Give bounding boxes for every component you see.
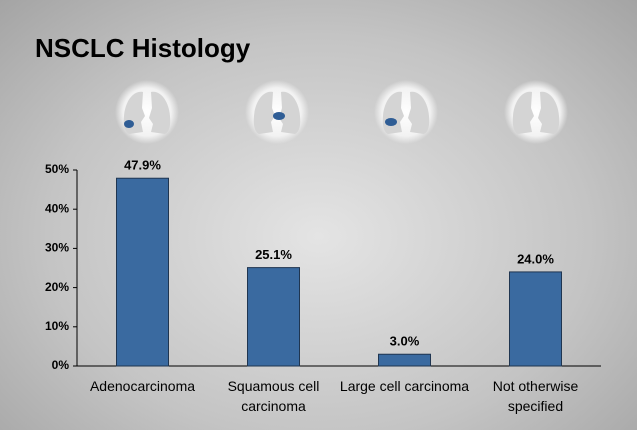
chart-title: NSCLC Histology xyxy=(35,33,251,63)
tumor-marker xyxy=(273,112,285,120)
lung-icon xyxy=(504,80,568,144)
y-tick-label: 0% xyxy=(52,358,70,372)
bar xyxy=(378,353,431,367)
value-label: 24.0% xyxy=(517,251,554,266)
value-label: 25.1% xyxy=(255,247,292,262)
lung-icon xyxy=(115,80,179,144)
y-tick-label: 20% xyxy=(45,280,69,294)
x-tick-label: Not otherwise specified xyxy=(492,378,579,414)
lung-icon xyxy=(245,80,309,144)
tumor-marker xyxy=(385,118,397,126)
bar xyxy=(247,267,300,367)
value-label: 47.9% xyxy=(124,158,161,173)
bar xyxy=(116,177,169,367)
y-tick-label: 30% xyxy=(45,241,69,255)
value-label: 3.0% xyxy=(390,334,420,349)
x-tick-label: Large cell carcinoma xyxy=(339,378,470,394)
y-tick-label: 10% xyxy=(45,319,69,333)
bar xyxy=(509,271,562,367)
x-tick-label: Squamous cell carcinoma xyxy=(227,378,320,414)
tumor-marker xyxy=(124,120,134,128)
y-tick-label: 50% xyxy=(45,162,69,176)
lung-icon xyxy=(374,80,438,144)
x-tick-label: Adenocarcinoma xyxy=(89,378,196,394)
y-tick-label: 40% xyxy=(45,201,69,215)
